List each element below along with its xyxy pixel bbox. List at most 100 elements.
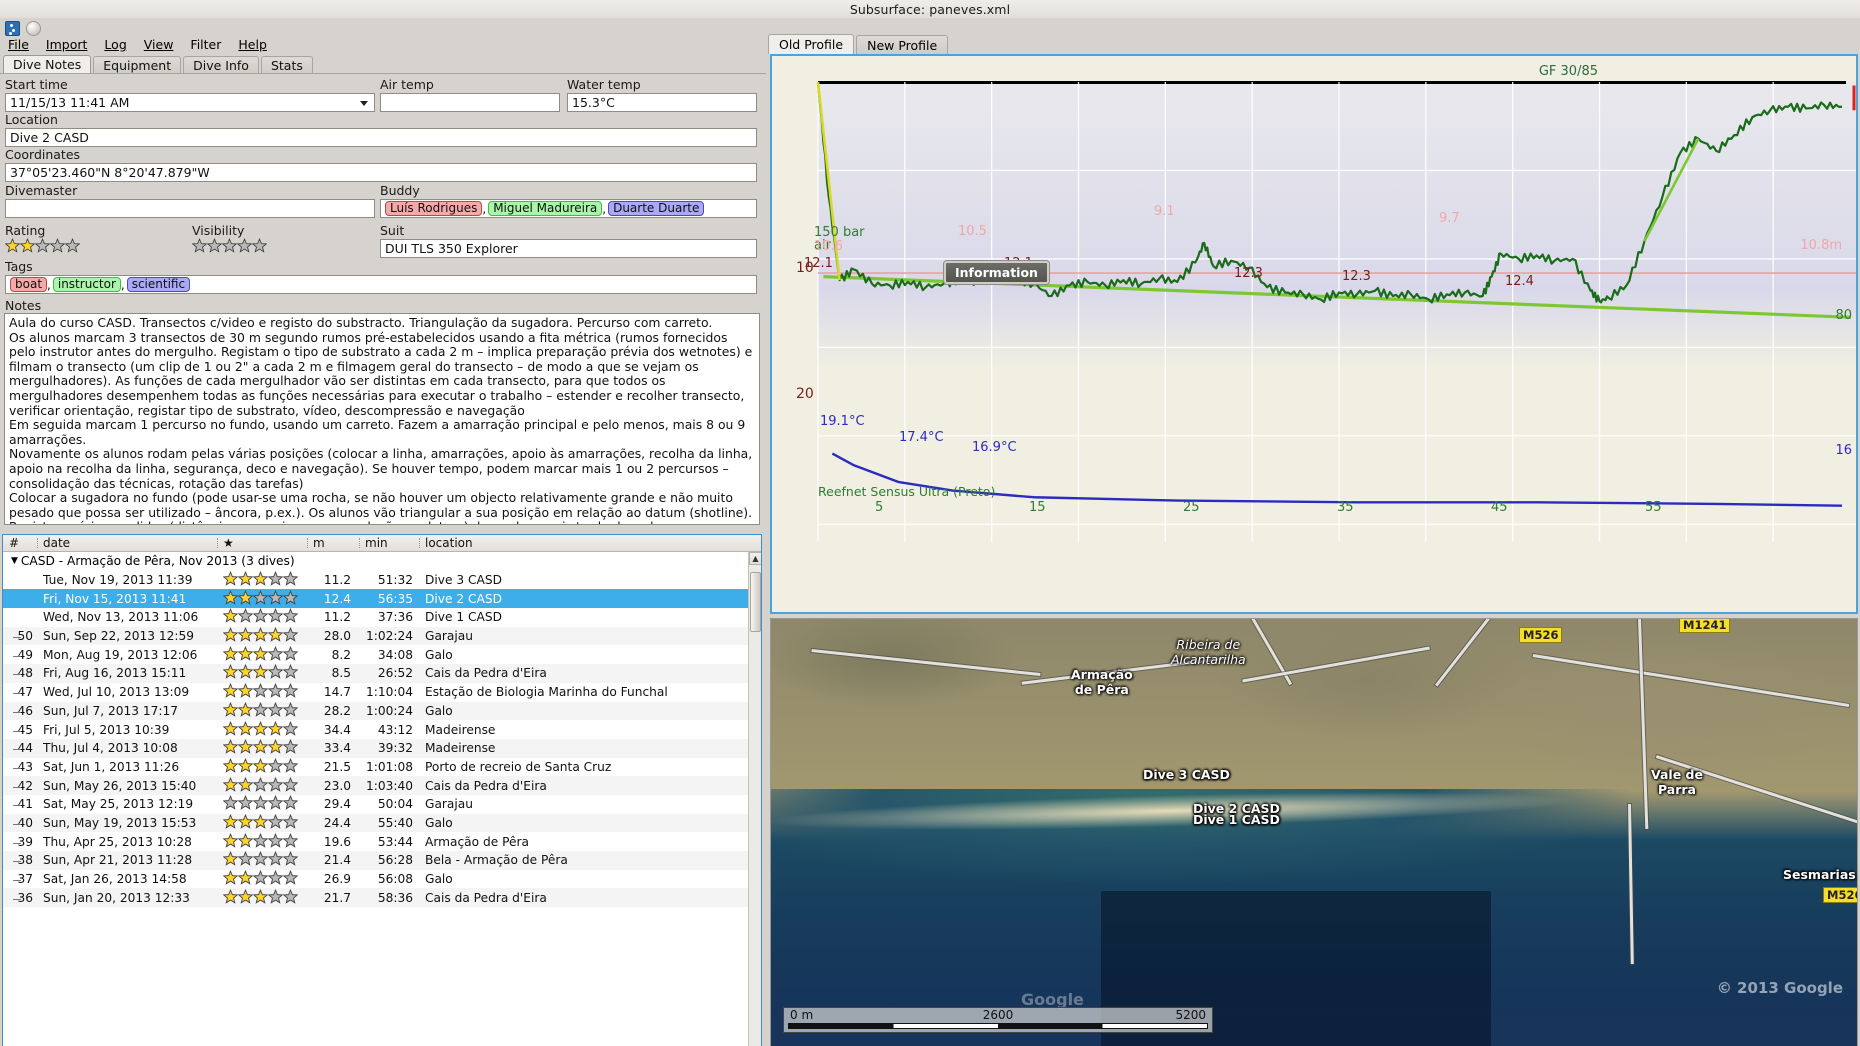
table-row[interactable]: Tue, Nov 19, 2013 11:39 11.2 51:32 Dive 3 C…: [3, 571, 761, 590]
dive-map[interactable]: Armação de Pêra Ribeira de Alcantarilha Va…: [770, 618, 1858, 1046]
air-temp-input[interactable]: [380, 93, 560, 112]
map-dive-marker-1[interactable]: Dive 1 CASD: [1193, 812, 1280, 827]
peak-annotation-2: 10.5: [958, 224, 987, 239]
map-watermark-left: Google: [1021, 990, 1084, 1009]
table-row[interactable]: 46 Sun, Jul 7, 2013 17:17 28.2 1:00:24 Galo: [3, 701, 761, 721]
temp-annotation-1: 19.1°C: [820, 414, 865, 429]
tab-old-profile[interactable]: Old Profile: [768, 34, 855, 54]
menu-help[interactable]: Help: [238, 37, 267, 52]
cell-rating: [217, 720, 307, 739]
buddy-chip-1[interactable]: Luís Rodrigues: [385, 201, 483, 216]
table-row[interactable]: Wed, Nov 13, 2013 11:06 11.2 37:36 Dive 1 C…: [3, 608, 761, 627]
cell-location: Madeirense: [425, 722, 496, 737]
rating-stars[interactable]: [5, 238, 80, 253]
menubar: File Import Log View Filter Help: [0, 36, 766, 53]
map-label-ribeira: Ribeira de Alcantarilha: [1171, 637, 1246, 667]
table-row[interactable]: 50 Sun, Sep 22, 2013 12:59 28.0 1:02:24 Gara…: [3, 626, 761, 646]
tag-chip-boat[interactable]: boat: [10, 277, 48, 292]
location-input[interactable]: Dive 2 CASD: [5, 128, 757, 147]
water-temp-input[interactable]: 15.3°C: [567, 93, 757, 112]
star-icon: [253, 888, 268, 904]
cell-location: Madeirense: [425, 741, 496, 756]
scrollbar-thumb[interactable]: [750, 572, 761, 632]
tag-chip-instructor[interactable]: instructor: [52, 277, 121, 292]
scale-start: 0 m: [790, 1008, 814, 1022]
tab-new-profile[interactable]: New Profile: [856, 35, 949, 54]
table-row[interactable]: 39 Thu, Apr 25, 2013 10:28 19.6 53:44 Armaçã…: [3, 832, 761, 851]
table-row[interactable]: 37 Sat, Jan 26, 2013 14:58 26.9 56:08 Galo: [3, 870, 761, 889]
column-header-rating[interactable]: ★: [217, 536, 307, 550]
visibility-stars[interactable]: [192, 238, 267, 253]
table-row[interactable]: 43 Sat, Jun 1, 2013 11:26 21.5 1:01:08 Porto…: [3, 757, 761, 777]
table-row[interactable]: 41 Sat, May 25, 2013 12:19 29.4 50:04 Garaja…: [3, 795, 761, 814]
coordinates-input[interactable]: 37°05'23.460"N 8°20'47.879"W: [5, 163, 757, 182]
start-time-input[interactable]: 11/15/13 11:41 AM: [5, 93, 375, 112]
star-icon: [223, 645, 238, 661]
cell-duration: 58:36: [377, 890, 413, 905]
table-row[interactable]: 44 Thu, Jul 4, 2013 10:08 33.4 39:32 Madeire…: [3, 738, 761, 758]
star-icon: [283, 776, 298, 792]
table-row[interactable]: 38 Sun, Apr 21, 2013 11:28 21.4 56:28 Bela -…: [3, 851, 761, 870]
buddy-chip-2[interactable]: Miguel Madureira: [488, 201, 603, 216]
notes-textarea[interactable]: Aula do curso CASD. Transectos c/video e…: [4, 313, 760, 525]
tab-equipment[interactable]: Equipment: [93, 56, 182, 74]
tab-dive-notes[interactable]: Dive Notes: [3, 55, 92, 74]
column-header-location[interactable]: location: [419, 536, 761, 550]
map-dive-marker-3[interactable]: Dive 3 CASD: [1143, 767, 1230, 782]
star-icon: [223, 888, 238, 904]
star-icon: [283, 664, 298, 680]
cell-location: Armação de Pêra: [425, 834, 529, 849]
suit-input[interactable]: DUI TLS 350 Explorer: [380, 239, 757, 258]
dive-computer-icon: [26, 20, 41, 36]
table-row[interactable]: 42 Sun, May 26, 2013 15:40 23.0 1:03:40 Cais…: [3, 776, 761, 795]
star-icon: [268, 627, 283, 642]
information-button[interactable]: Information: [944, 261, 1049, 284]
star-icon: [268, 851, 283, 867]
menu-import[interactable]: Import: [45, 37, 88, 52]
tags-input[interactable]: boat, instructor, scientific: [5, 275, 757, 294]
divemaster-input[interactable]: [5, 199, 375, 218]
dive-group-row[interactable]: ▼ CASD - Armação de Pêra, Nov 2013 (3 div…: [3, 552, 761, 571]
column-header-number[interactable]: #: [9, 536, 20, 550]
table-row[interactable]: 49 Mon, Aug 19, 2013 12:06 8.2 34:08 Galo: [3, 645, 761, 664]
cell-duration: 1:01:08: [366, 759, 413, 774]
map-dive-marker-2[interactable]: Dive 2 CASD: [1193, 801, 1280, 816]
column-header-duration[interactable]: min: [359, 536, 419, 550]
star-icon: [283, 589, 298, 605]
scroll-up-arrow[interactable]: ▲: [749, 552, 761, 565]
table-row[interactable]: Fri, Nov 15, 2013 11:41 12.4 56:35 Dive 2 C…: [3, 589, 761, 609]
buddy-chip-3[interactable]: Duarte Duarte: [608, 201, 705, 216]
ceiling-line: [818, 81, 1846, 84]
cell-duration: 53:44: [377, 834, 413, 849]
column-header-date[interactable]: date: [37, 536, 217, 550]
dive-profile-chart[interactable]: GF 30/85 10 20 150 bar air 10.8m 10.6 10…: [770, 54, 1858, 614]
cell-location: Bela - Armação de Pêra: [425, 853, 568, 868]
tags-label: Tags: [5, 259, 33, 274]
tag-chip-scientific[interactable]: scientific: [126, 277, 191, 292]
table-row[interactable]: 47 Wed, Jul 10, 2013 13:09 14.7 1:10:04 Esta…: [3, 683, 761, 702]
menu-filter[interactable]: Filter: [190, 37, 222, 52]
map-label-armacao: Armação de Pêra: [1071, 667, 1133, 697]
menu-log[interactable]: Log: [104, 37, 127, 52]
tab-dive-info[interactable]: Dive Info: [183, 56, 259, 74]
star-icon: [268, 739, 283, 754]
dive-notes-form: Start time 11/15/13 11:41 AM Air temp Wa…: [0, 74, 766, 525]
table-row[interactable]: 48 Fri, Aug 16, 2013 15:11 8.5 26:52 Cais da…: [3, 664, 761, 683]
buddy-input[interactable]: Luís Rodrigues, Miguel Madureira, Duarte…: [380, 199, 757, 218]
table-row[interactable]: 45 Fri, Jul 5, 2013 10:39 34.4 43:12 Madeire…: [3, 720, 761, 739]
star-icon: [223, 739, 238, 754]
cell-rating: [217, 701, 307, 720]
cell-depth: 8.2: [331, 647, 351, 662]
dive-list-scrollbar[interactable]: ▲ ▼: [748, 552, 761, 1046]
tab-stats[interactable]: Stats: [260, 56, 313, 74]
menu-file[interactable]: File: [8, 37, 29, 52]
dive-list[interactable]: # date ★ m min location ▼ CASD - Armação …: [2, 534, 762, 1046]
star-icon: [283, 832, 298, 848]
menu-view[interactable]: View: [143, 37, 174, 52]
table-row[interactable]: 36 Sun, Jan 20, 2013 12:33 21.7 58:36 Cais d…: [3, 888, 761, 908]
cell-location: Galo: [425, 647, 453, 662]
column-header-depth[interactable]: m: [307, 536, 359, 550]
chevron-down-icon[interactable]: ▼: [11, 556, 18, 567]
cell-depth: 29.4: [323, 797, 351, 812]
table-row[interactable]: 40 Sun, May 19, 2013 15:53 24.4 55:40 Galo: [3, 813, 761, 833]
